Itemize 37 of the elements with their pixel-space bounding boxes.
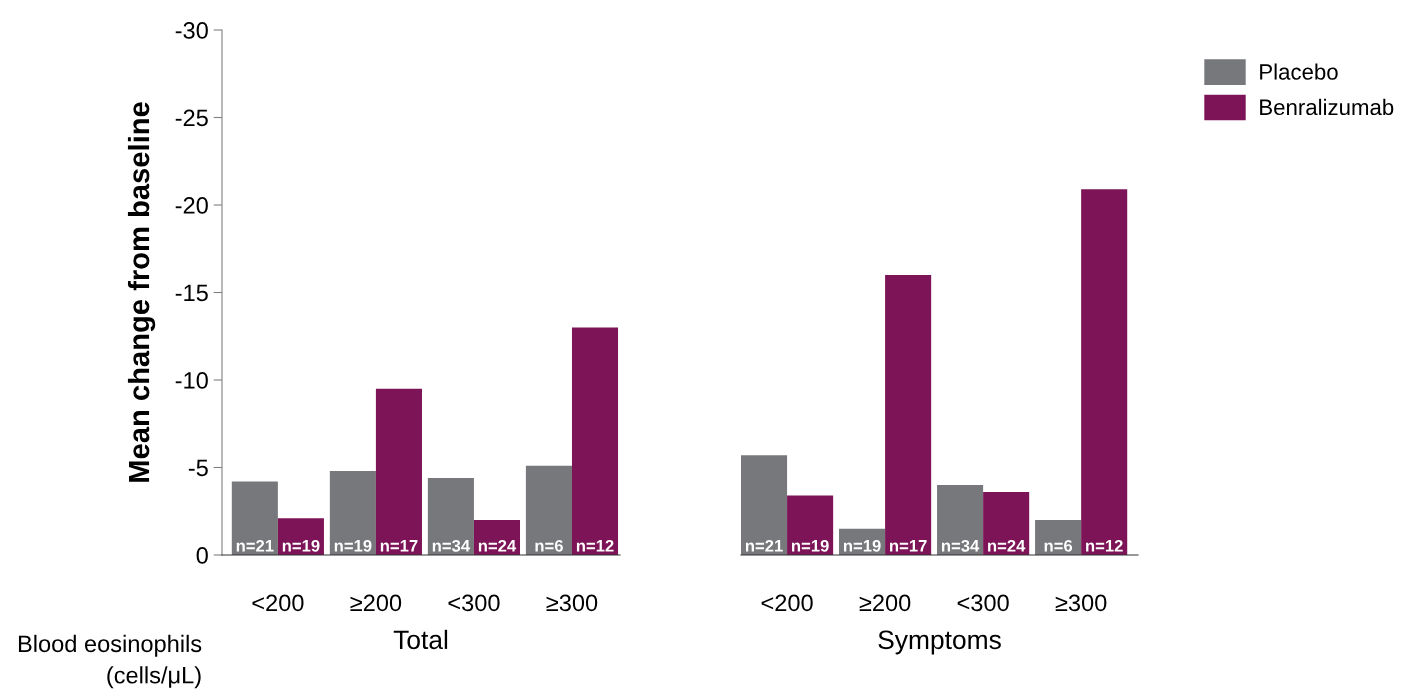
annotation: n=19 [843, 539, 881, 552]
annotation: n=24 [988, 539, 1026, 552]
y-tick-label: -20 [175, 197, 208, 214]
y-tick-label: -30 [175, 22, 208, 39]
annotation: n=6 [1044, 539, 1073, 552]
annotation: n=17 [890, 540, 927, 552]
annotation: n=21 [236, 539, 274, 552]
x-tick-label: ≥300 [1055, 594, 1107, 612]
annotation: n=34 [432, 539, 471, 552]
annotation: n=12 [1086, 539, 1123, 552]
y-axis-title: Mean change from baseline [127, 102, 156, 482]
annotation: n=6 [535, 539, 563, 552]
x-tick-label: <300 [448, 594, 500, 612]
y-tick-label: -25 [175, 109, 208, 127]
y-tick-label: -15 [175, 284, 208, 302]
x-tick-label: ≥300 [546, 594, 598, 612]
legend-label: Placebo [1260, 63, 1338, 80]
y-tick-label: -10 [175, 372, 208, 389]
y-tick-label: -5 [188, 459, 208, 477]
annotation: n=21 [745, 539, 783, 552]
annotation: n=34 [941, 539, 980, 552]
annotation: n=17 [380, 540, 418, 552]
x-tick-label: <300 [957, 594, 1009, 612]
x-axis-title: Total [393, 629, 448, 650]
text: Blood eosinophils (cells/μL) [18, 634, 202, 689]
annotation: n=19 [282, 539, 320, 552]
annotation: n=19 [791, 539, 829, 552]
annotation: n=19 [334, 539, 372, 552]
x-tick-label: <200 [252, 594, 304, 612]
x-tick-label: ≥200 [350, 594, 402, 612]
y-tick-label: 0 [196, 547, 208, 564]
x-tick-label: ≥200 [859, 594, 911, 612]
x-tick-label: <200 [761, 594, 813, 612]
annotation: n=12 [576, 539, 614, 552]
annotation: n=24 [478, 539, 517, 552]
legend-label: Benralizumab [1260, 98, 1394, 116]
x-axis-title: Symptoms [878, 630, 1001, 655]
